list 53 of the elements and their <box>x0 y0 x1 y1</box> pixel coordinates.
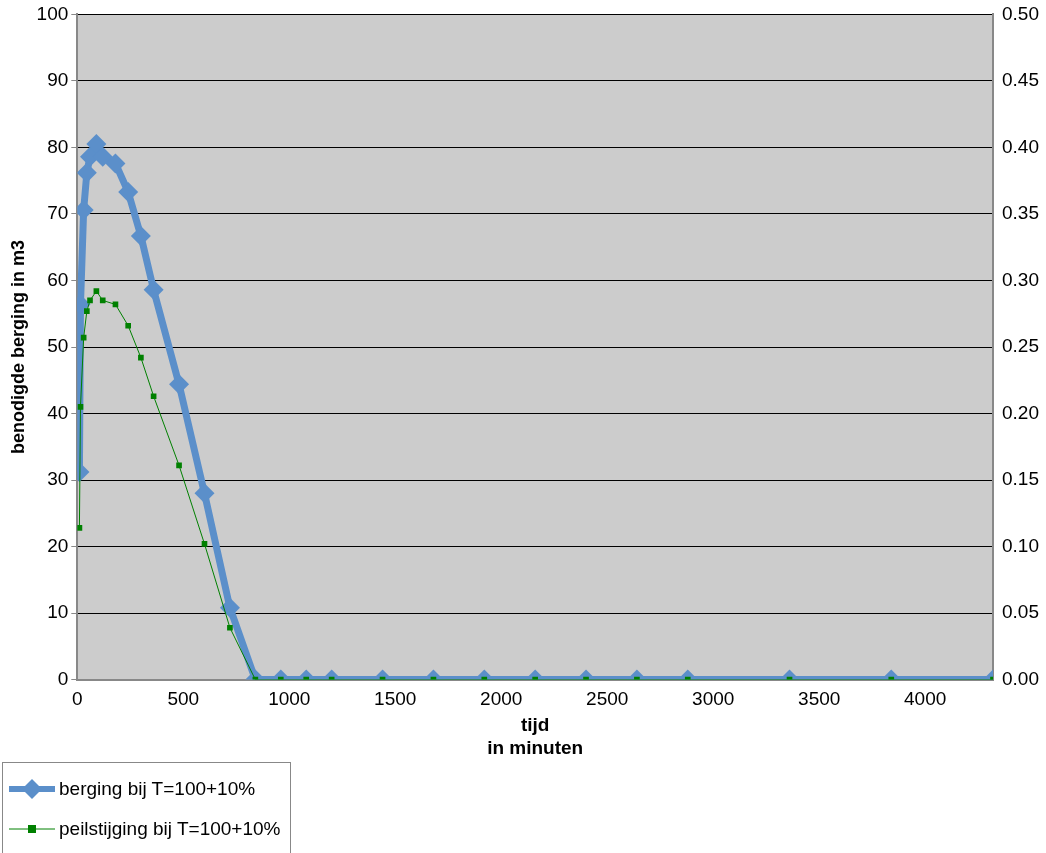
y2-tick-label: 0.50 <box>1002 2 1039 24</box>
y-tick-label: 80 <box>47 135 69 157</box>
x-tick-label: 4000 <box>904 688 947 710</box>
y-tick-label: 100 <box>36 2 69 24</box>
x-tick-label: 2000 <box>480 688 523 710</box>
point <box>118 182 139 203</box>
legend-label: peilstijging bij T=100+10% <box>59 818 281 840</box>
y2-tick-label: 0.30 <box>1002 268 1039 290</box>
point <box>176 462 182 469</box>
x-tick-label: 500 <box>167 688 200 710</box>
x-axis-title: tijd in minuten <box>487 714 584 758</box>
y2-tick-label: 0.10 <box>1002 534 1039 556</box>
x-tick-label: 1500 <box>374 688 417 710</box>
y2-tick-label: 0.40 <box>1002 135 1039 157</box>
point <box>80 334 87 341</box>
y-tick-label: 30 <box>47 468 69 490</box>
y-tick-label: 0 <box>57 667 69 689</box>
point <box>227 624 233 631</box>
y2-tick-label: 0.35 <box>1002 202 1039 224</box>
y2-tick-label: 0.25 <box>1002 335 1039 357</box>
point <box>201 541 208 547</box>
y-tick-label: 40 <box>47 401 69 423</box>
y2-tick-label: 0.05 <box>1002 601 1039 623</box>
point <box>130 225 151 246</box>
y-tick-label: 10 <box>47 601 69 623</box>
point <box>77 162 97 183</box>
y2-tick-label: 0.45 <box>1002 69 1039 91</box>
point <box>125 322 131 329</box>
point <box>143 279 164 300</box>
legend-label: berging bij T=100+10% <box>59 778 256 800</box>
x-tick-label: 3500 <box>798 688 841 710</box>
point <box>138 354 144 361</box>
x-tick-label: 2500 <box>586 688 629 710</box>
point <box>93 288 100 294</box>
point <box>77 404 84 410</box>
y-tick-label: 90 <box>47 69 69 91</box>
x-tick-label: 3000 <box>692 688 735 710</box>
point <box>84 308 90 314</box>
x-tick-label: 0 <box>72 688 83 710</box>
point <box>99 297 106 304</box>
y-tick-label: 60 <box>47 268 69 290</box>
point <box>87 297 93 304</box>
y-tick-label: 20 <box>47 534 69 556</box>
y-tick-label: 70 <box>47 202 69 224</box>
y-tick-label: 50 <box>47 335 69 357</box>
point <box>105 153 126 174</box>
y2-tick-label: 0.20 <box>1002 401 1039 423</box>
y2-tick-label: 0.15 <box>1002 468 1039 490</box>
y-axis-title: benodigde berging in m3 <box>7 239 28 455</box>
point <box>150 393 157 400</box>
x-tick-label: 1000 <box>268 688 311 710</box>
point <box>86 134 107 155</box>
y2-tick-label: 0.00 <box>1002 667 1039 689</box>
